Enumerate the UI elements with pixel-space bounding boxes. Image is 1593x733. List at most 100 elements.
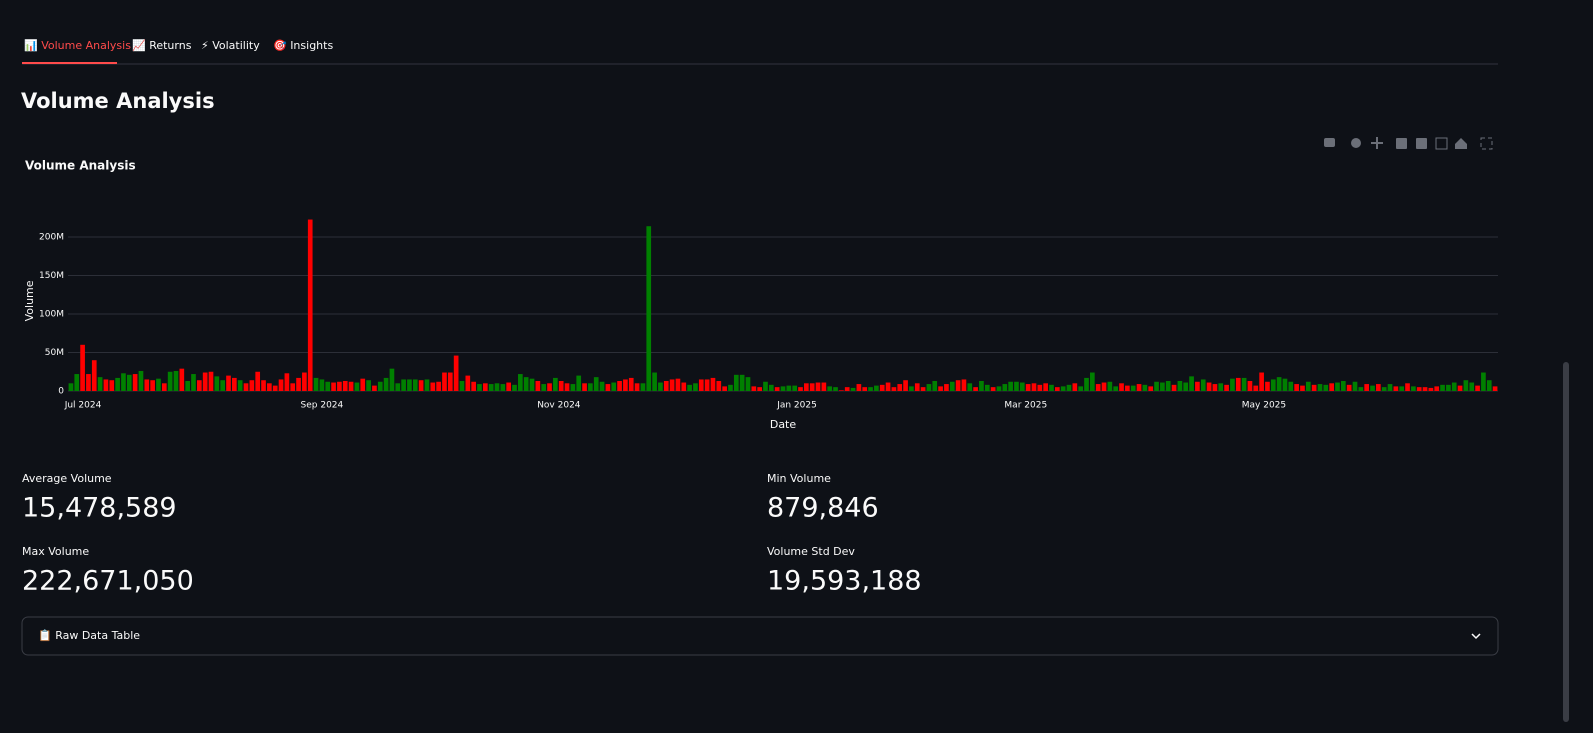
bar — [1090, 372, 1095, 391]
tab[interactable]: 📈 Returns — [132, 39, 192, 52]
metric-value: 15,478,589 — [22, 493, 177, 524]
bar — [850, 387, 856, 391]
bar — [1358, 387, 1364, 391]
bar — [1335, 382, 1340, 391]
bar — [214, 376, 220, 391]
bar — [150, 380, 155, 391]
bar — [938, 386, 943, 391]
bar — [325, 381, 331, 391]
toolbar-fullscreen[interactable] — [1480, 137, 1493, 150]
bar — [1195, 381, 1200, 391]
toolbar-pan-v[interactable] — [1376, 137, 1378, 149]
bar — [196, 380, 202, 391]
bar — [1475, 385, 1480, 391]
scrollbar[interactable] — [1563, 362, 1569, 722]
bar — [465, 375, 471, 391]
expander[interactable] — [21, 616, 1499, 656]
toolbar-zoom-out[interactable] — [1416, 138, 1427, 149]
bar — [1265, 381, 1270, 391]
bar — [412, 379, 418, 391]
bar — [611, 382, 617, 391]
bar — [862, 387, 868, 391]
bar — [780, 386, 786, 391]
bar — [1130, 385, 1136, 391]
expander-chevron[interactable] — [1471, 633, 1481, 640]
bar — [1189, 376, 1194, 391]
bar — [453, 355, 459, 391]
bar — [447, 372, 453, 391]
bar — [407, 379, 412, 391]
bar — [623, 379, 628, 391]
bar — [745, 377, 751, 391]
x-tick-label: Jan 2025 — [776, 401, 817, 411]
metric-label: Min Volume — [767, 472, 831, 485]
bar — [1160, 382, 1165, 391]
bar — [459, 380, 465, 391]
bar — [535, 380, 541, 391]
y-tick-label: 100M — [39, 310, 64, 320]
bar — [1446, 384, 1451, 391]
y-tick-label: 150M — [39, 271, 64, 281]
bar — [1008, 381, 1013, 391]
bar — [1492, 386, 1498, 391]
bar — [1305, 381, 1311, 391]
bar — [1002, 384, 1008, 391]
toolbar-zoom-in[interactable] — [1396, 138, 1407, 149]
y-tick-label: 200M — [39, 233, 64, 243]
bar — [1142, 384, 1148, 391]
bar — [1352, 381, 1358, 391]
bar — [1212, 384, 1218, 391]
bar — [243, 383, 249, 391]
bar — [185, 380, 190, 391]
toolbar-home[interactable] — [1455, 138, 1467, 149]
bar — [879, 384, 885, 391]
bar — [296, 377, 301, 391]
bar — [1340, 380, 1346, 391]
metric-label: Average Volume — [22, 472, 112, 485]
bar — [354, 382, 360, 391]
tab[interactable]: ⚡ Volatility — [201, 39, 260, 52]
bar — [757, 387, 762, 391]
bar — [926, 384, 932, 391]
bar — [249, 380, 255, 391]
bar — [337, 381, 342, 391]
bar — [430, 382, 436, 391]
bar — [833, 387, 838, 391]
bar — [278, 379, 284, 391]
bar — [617, 380, 622, 391]
bar — [290, 383, 296, 391]
bar — [640, 383, 646, 391]
bar — [1463, 380, 1469, 391]
bar — [687, 384, 692, 391]
tab[interactable]: 📊 Volume Analysis — [24, 39, 131, 52]
bar — [1486, 380, 1492, 391]
bar — [1469, 382, 1475, 391]
bar — [558, 380, 564, 391]
y-tick-label: 50M — [45, 348, 64, 358]
bar — [1276, 377, 1282, 391]
bar — [1136, 384, 1142, 391]
bar — [932, 380, 938, 391]
toolbar-zoom[interactable] — [1351, 138, 1361, 148]
bar — [553, 377, 558, 391]
bar — [1416, 387, 1422, 391]
bar — [885, 382, 891, 391]
bar — [284, 373, 290, 391]
expander-label[interactable]: 📋 Raw Data Table — [38, 629, 140, 642]
bar — [973, 387, 978, 391]
bar — [1288, 381, 1294, 391]
tab[interactable]: 🎯 Insights — [273, 39, 333, 52]
bar — [360, 378, 366, 391]
bar — [903, 380, 908, 391]
bar — [226, 375, 231, 391]
toolbar-autoscale[interactable] — [1435, 137, 1448, 150]
bar — [786, 385, 792, 391]
bar — [839, 390, 844, 391]
bar — [1066, 384, 1072, 391]
bar — [97, 377, 103, 391]
bar — [1294, 384, 1299, 391]
y-tick-label: 0 — [58, 387, 64, 397]
toolbar-camera[interactable] — [1324, 138, 1335, 147]
bar — [1043, 383, 1048, 391]
bar — [675, 378, 681, 391]
